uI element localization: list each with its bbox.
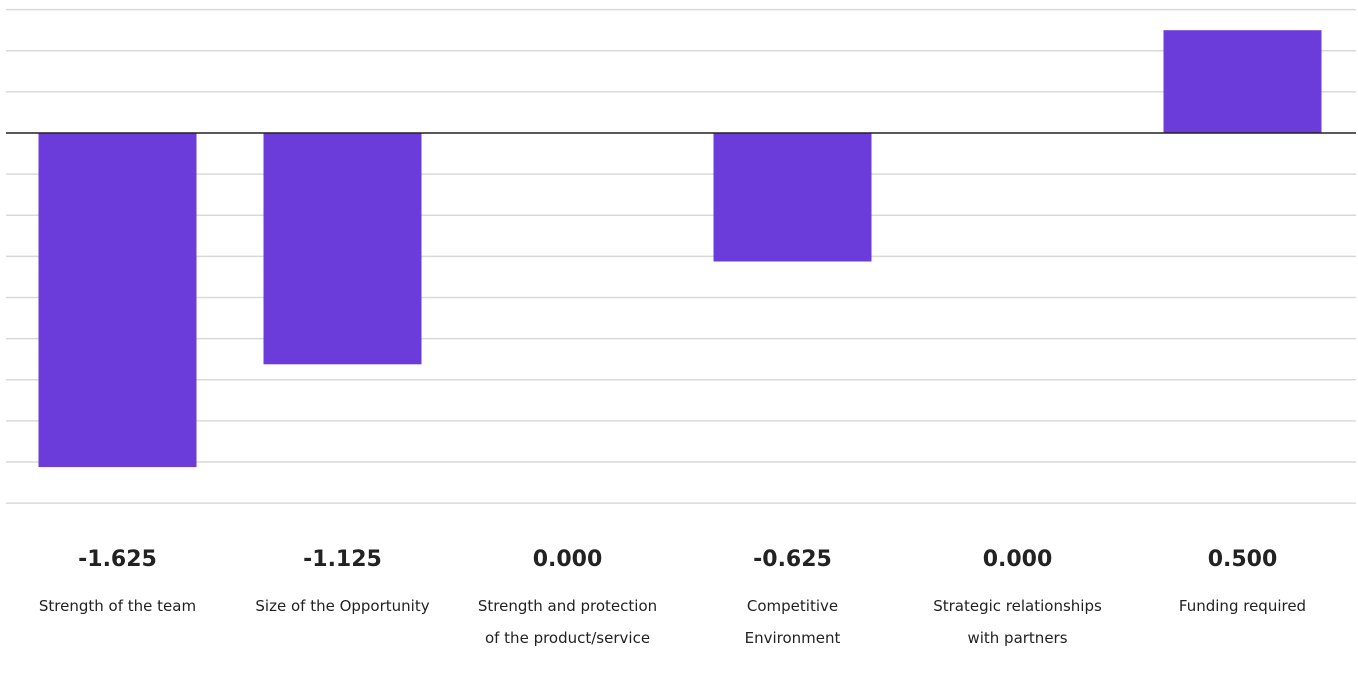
category-label-line: Strategic relationships [933,597,1102,615]
category-label: Funding required [1179,597,1306,615]
category-label-line: with partners [967,629,1067,647]
category-label: Strength of the team [39,597,196,615]
category-label-line: Strength of the team [39,597,196,615]
value-label: 0.000 [533,547,603,572]
category-label-line: Strength and protection [478,597,657,615]
category-label-line: Competitive [747,597,838,615]
bar [38,133,197,468]
category-label: Competitive Environment [745,597,841,647]
category-label-line: Size of the Opportunity [255,597,429,615]
labels: -1.625 Strength of the team -1.125 Size of … [39,547,1306,647]
bar [263,133,422,365]
category-label: Size of the Opportunity [255,597,429,615]
category-label-line: of the product/service [485,629,650,647]
value-label: 0.500 [1208,547,1278,572]
category-label-line: Environment [745,629,841,647]
category-label: Strength and protection of the product/se… [478,597,657,647]
category-label: Strategic relationships with partners [933,597,1102,647]
value-label: -1.125 [303,547,382,572]
value-label: 0.000 [983,547,1053,572]
bars [38,30,1322,468]
bar [713,133,872,262]
bar [1163,30,1322,134]
value-label: -0.625 [753,547,832,572]
value-label: -1.625 [78,547,157,572]
category-label-line: Funding required [1179,597,1306,615]
gridlines [6,8,1356,504]
